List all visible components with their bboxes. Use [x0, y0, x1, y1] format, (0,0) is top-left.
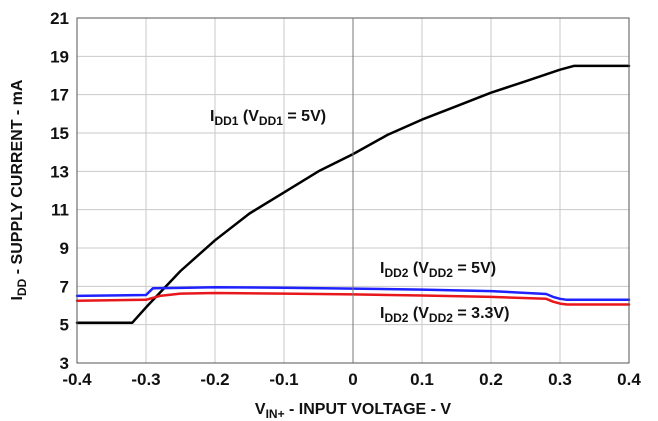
- y-axis-title: IDD - SUPPLY CURRENT - mA: [9, 79, 29, 300]
- y-tick-label: 13: [50, 162, 69, 181]
- y-tick-label: 19: [50, 47, 69, 66]
- subscript-text: DD: [15, 278, 29, 296]
- label-text: - INPUT VOLTAGE - V: [285, 401, 452, 418]
- x-tick-labels: -0.4 -0.3 -0.2 -0.1 0 0.1 0.2 0.3 0.4: [62, 370, 641, 389]
- x-tick-label: 0.2: [479, 370, 503, 389]
- x-tick-label: -0.4: [62, 370, 92, 389]
- x-tick-label: 0.1: [410, 370, 434, 389]
- label-text: I: [380, 260, 384, 277]
- label-text: - SUPPLY CURRENT - mA: [9, 79, 26, 279]
- x-tick-label: -0.3: [131, 370, 160, 389]
- y-tick-label: 15: [50, 124, 69, 143]
- y-tick-label: 3: [60, 354, 69, 373]
- y-tick-label: 17: [50, 86, 69, 105]
- subscript-text: DD1: [259, 114, 283, 128]
- x-axis-title: VIN+ - INPUT VOLTAGE - V: [255, 401, 452, 421]
- label-text: (V: [238, 108, 259, 125]
- y-tick-labels: 3 5 7 9 11 13 15 17 19 21: [50, 9, 69, 373]
- label-text: = 5V): [283, 108, 326, 125]
- y-tick-label: 9: [60, 239, 69, 258]
- y-tick-label: 7: [60, 277, 69, 296]
- axis-group: [76, 17, 630, 364]
- label-text: I: [380, 305, 384, 322]
- x-tick-label: 0.4: [617, 370, 641, 389]
- y-tick-label: 21: [50, 9, 69, 28]
- series-line-2: [75, 291, 631, 306]
- subscript-text: DD2: [384, 311, 408, 325]
- annotation-idd2-5v: IDD2 (VDD2 = 5V): [380, 260, 496, 280]
- y-tick-label: 11: [51, 201, 69, 220]
- subscript-text: DD2: [384, 266, 408, 280]
- label-text: I: [210, 108, 214, 125]
- x-tick-label: 0.3: [548, 370, 572, 389]
- annotation-idd1-5v: IDD1 (VDD1 = 5V): [210, 108, 326, 128]
- subscript-text: DD1: [214, 114, 238, 128]
- subscript-text: DD2: [429, 311, 453, 325]
- label-text: = 3.3V): [453, 305, 509, 322]
- label-text: (V: [408, 305, 429, 322]
- subscript-text: IN+: [266, 407, 285, 421]
- subscript-text: DD2: [429, 266, 453, 280]
- y-tick-label: 5: [60, 316, 69, 335]
- series-line-1: [75, 286, 631, 302]
- label-text: (V: [408, 260, 429, 277]
- x-tick-label: -0.1: [269, 370, 298, 389]
- label-text: I: [9, 296, 26, 300]
- annotation-idd2-3v3: IDD2 (VDD2 = 3.3V): [380, 305, 509, 325]
- x-tick-label: -0.2: [200, 370, 229, 389]
- x-tick-label: 0: [348, 370, 357, 389]
- label-text: = 5V): [453, 260, 496, 277]
- label-text: V: [255, 401, 266, 418]
